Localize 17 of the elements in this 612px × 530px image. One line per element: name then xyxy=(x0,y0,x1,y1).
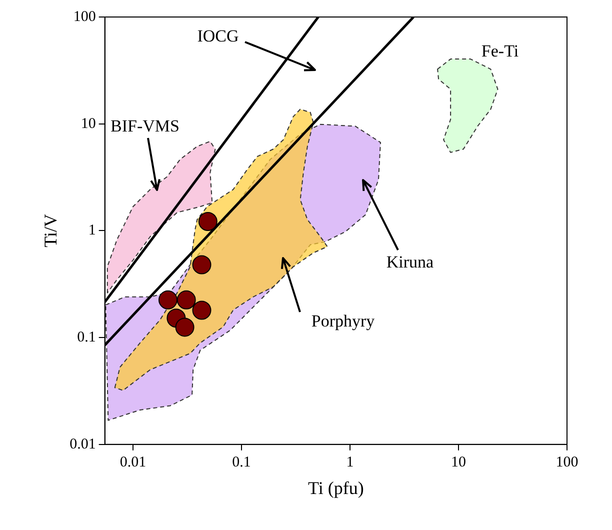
y-tick-label: 0.01 xyxy=(70,436,96,452)
x-tick-label: 10 xyxy=(451,454,466,470)
x-tick-label: 1 xyxy=(346,454,354,470)
y-axis-title: Ti/V xyxy=(40,214,61,248)
x-tick-label: 0.01 xyxy=(120,454,146,470)
y-tick-label: 0.1 xyxy=(77,329,96,346)
annotation: IOCG xyxy=(197,26,239,46)
annotation: Porphyry xyxy=(311,311,376,330)
x-tick-label: 0.1 xyxy=(232,454,251,470)
annotation: BIF-VMS xyxy=(110,116,180,136)
y-tick-label: 1 xyxy=(88,222,96,239)
y-tick-label: 10 xyxy=(80,116,96,132)
x-axis-title: Ti (pfu) xyxy=(308,478,364,498)
x-tick-label: 100 xyxy=(556,454,578,470)
y-tick-label: 100 xyxy=(73,8,96,25)
annotation: Fe-Ti xyxy=(481,41,519,60)
annotation: Kiruna xyxy=(386,252,434,272)
